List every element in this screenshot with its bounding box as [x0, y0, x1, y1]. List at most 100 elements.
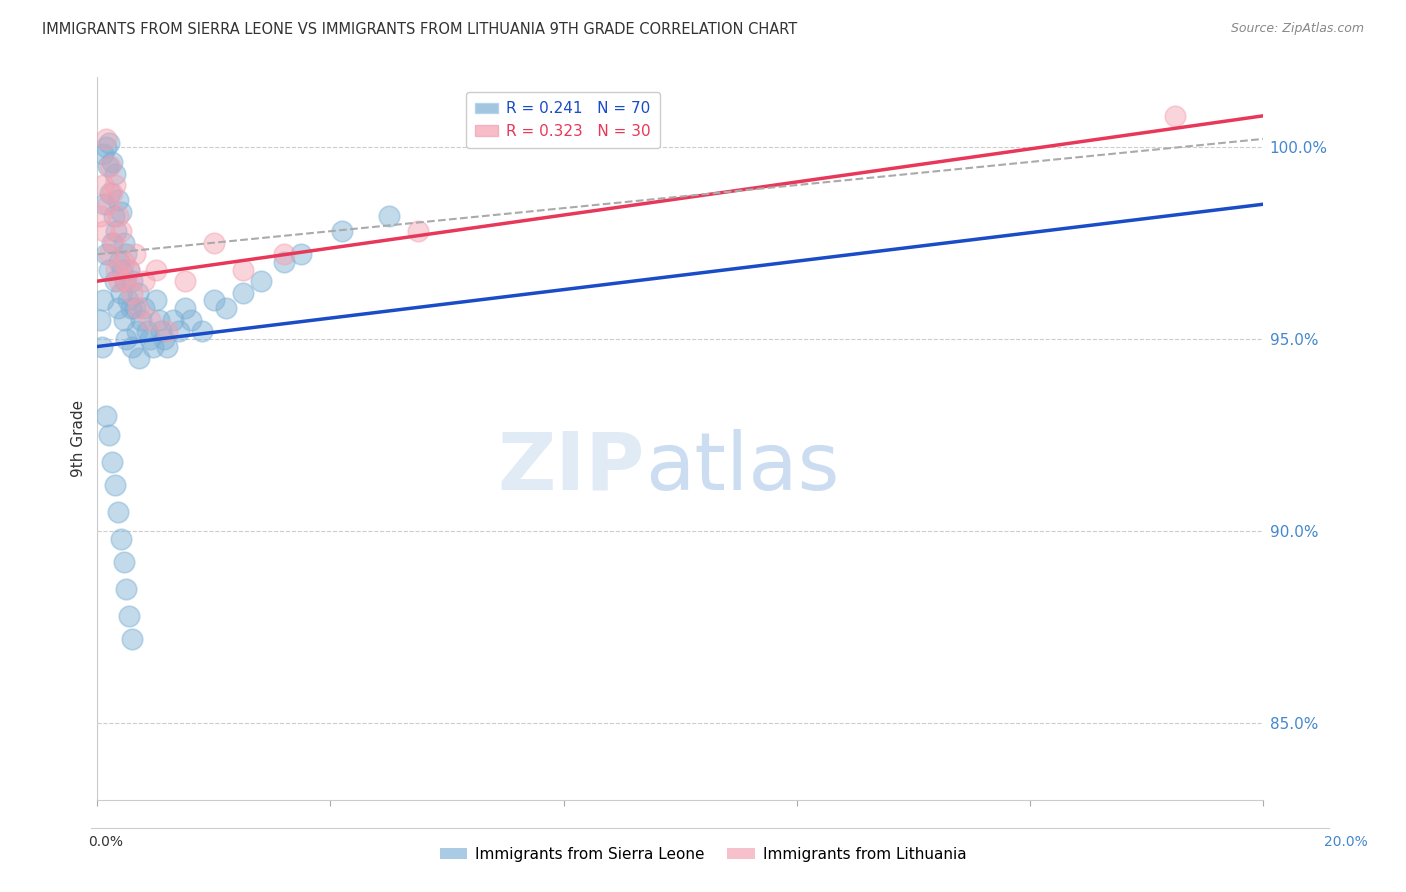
Point: [98, 262, 121, 277]
Point: [1164, 109, 1187, 123]
Point: [108, 255, 131, 269]
Point: [112, 312, 135, 326]
Point: [101, 235, 124, 250]
Point: [103, 209, 125, 223]
Point: [98, 159, 121, 173]
Point: [101, 186, 124, 200]
Point: [108, 274, 131, 288]
Point: [156, 339, 179, 353]
Point: [91, 293, 114, 308]
Point: [97, 159, 120, 173]
Y-axis label: 9th Grade: 9th Grade: [72, 401, 86, 477]
Point: [111, 262, 134, 277]
Point: [121, 285, 143, 300]
Point: [104, 178, 127, 192]
Point: [118, 262, 141, 277]
Point: [173, 301, 195, 315]
Point: [107, 505, 129, 519]
Point: [153, 332, 176, 346]
Point: [94, 409, 117, 423]
Point: [97, 197, 120, 211]
Point: [98, 247, 121, 261]
Point: [98, 136, 121, 150]
Point: [191, 324, 214, 338]
Point: [124, 247, 146, 261]
Point: [117, 293, 139, 308]
Point: [145, 293, 167, 308]
Point: [91, 147, 114, 161]
Point: [107, 209, 129, 223]
Point: [290, 247, 312, 261]
Point: [128, 351, 150, 365]
Point: [104, 167, 127, 181]
Point: [121, 339, 143, 353]
Point: [105, 262, 128, 277]
Point: [115, 582, 138, 596]
Point: [232, 262, 254, 277]
Point: [103, 235, 125, 250]
Point: [94, 132, 117, 146]
Point: [162, 312, 184, 326]
Point: [273, 247, 295, 261]
Point: [273, 255, 295, 269]
Point: [110, 224, 132, 238]
Point: [135, 324, 157, 338]
Point: [118, 262, 141, 277]
Point: [101, 455, 124, 469]
Point: [142, 339, 165, 353]
Point: [112, 255, 135, 269]
Point: [107, 301, 129, 315]
Point: [105, 224, 128, 238]
Point: [112, 235, 135, 250]
Point: [202, 293, 225, 308]
Point: [91, 178, 114, 192]
Point: [110, 205, 132, 219]
Point: [127, 301, 149, 315]
Point: [232, 285, 254, 300]
Point: [202, 235, 225, 250]
Point: [120, 301, 142, 315]
Point: [180, 312, 202, 326]
Point: [118, 608, 141, 623]
Point: [139, 312, 162, 326]
Text: ZIP: ZIP: [498, 429, 645, 507]
Point: [377, 209, 399, 223]
Point: [93, 197, 115, 211]
Point: [132, 301, 155, 315]
Point: [107, 194, 129, 208]
Point: [156, 324, 179, 338]
Point: [124, 301, 146, 315]
Point: [93, 224, 115, 238]
Point: [249, 274, 271, 288]
Point: [101, 155, 124, 169]
Point: [127, 285, 149, 300]
Point: [104, 274, 127, 288]
Text: IMMIGRANTS FROM SIERRA LEONE VS IMMIGRANTS FROM LITHUANIA 9TH GRADE CORRELATION : IMMIGRANTS FROM SIERRA LEONE VS IMMIGRAN…: [42, 22, 797, 37]
Text: 0.0%: 0.0%: [89, 835, 122, 848]
Point: [89, 209, 111, 223]
Point: [125, 324, 148, 338]
Point: [89, 312, 111, 326]
Text: 20.0%: 20.0%: [1323, 835, 1368, 848]
Point: [145, 262, 167, 277]
Point: [110, 285, 132, 300]
Point: [115, 274, 138, 288]
Point: [104, 478, 127, 492]
Point: [121, 274, 143, 288]
Text: Source: ZipAtlas.com: Source: ZipAtlas.com: [1230, 22, 1364, 36]
Point: [139, 332, 162, 346]
Point: [110, 532, 132, 546]
Point: [148, 312, 170, 326]
Point: [98, 186, 121, 200]
Text: atlas: atlas: [645, 429, 839, 507]
Point: [214, 301, 236, 315]
Point: [173, 274, 195, 288]
Point: [94, 139, 117, 153]
Point: [167, 324, 190, 338]
Point: [114, 274, 136, 288]
Point: [98, 428, 121, 442]
Point: [115, 247, 138, 261]
Point: [91, 339, 114, 353]
Legend: R = 0.241   N = 70, R = 0.323   N = 30: R = 0.241 N = 70, R = 0.323 N = 30: [467, 92, 659, 148]
Point: [94, 247, 117, 261]
